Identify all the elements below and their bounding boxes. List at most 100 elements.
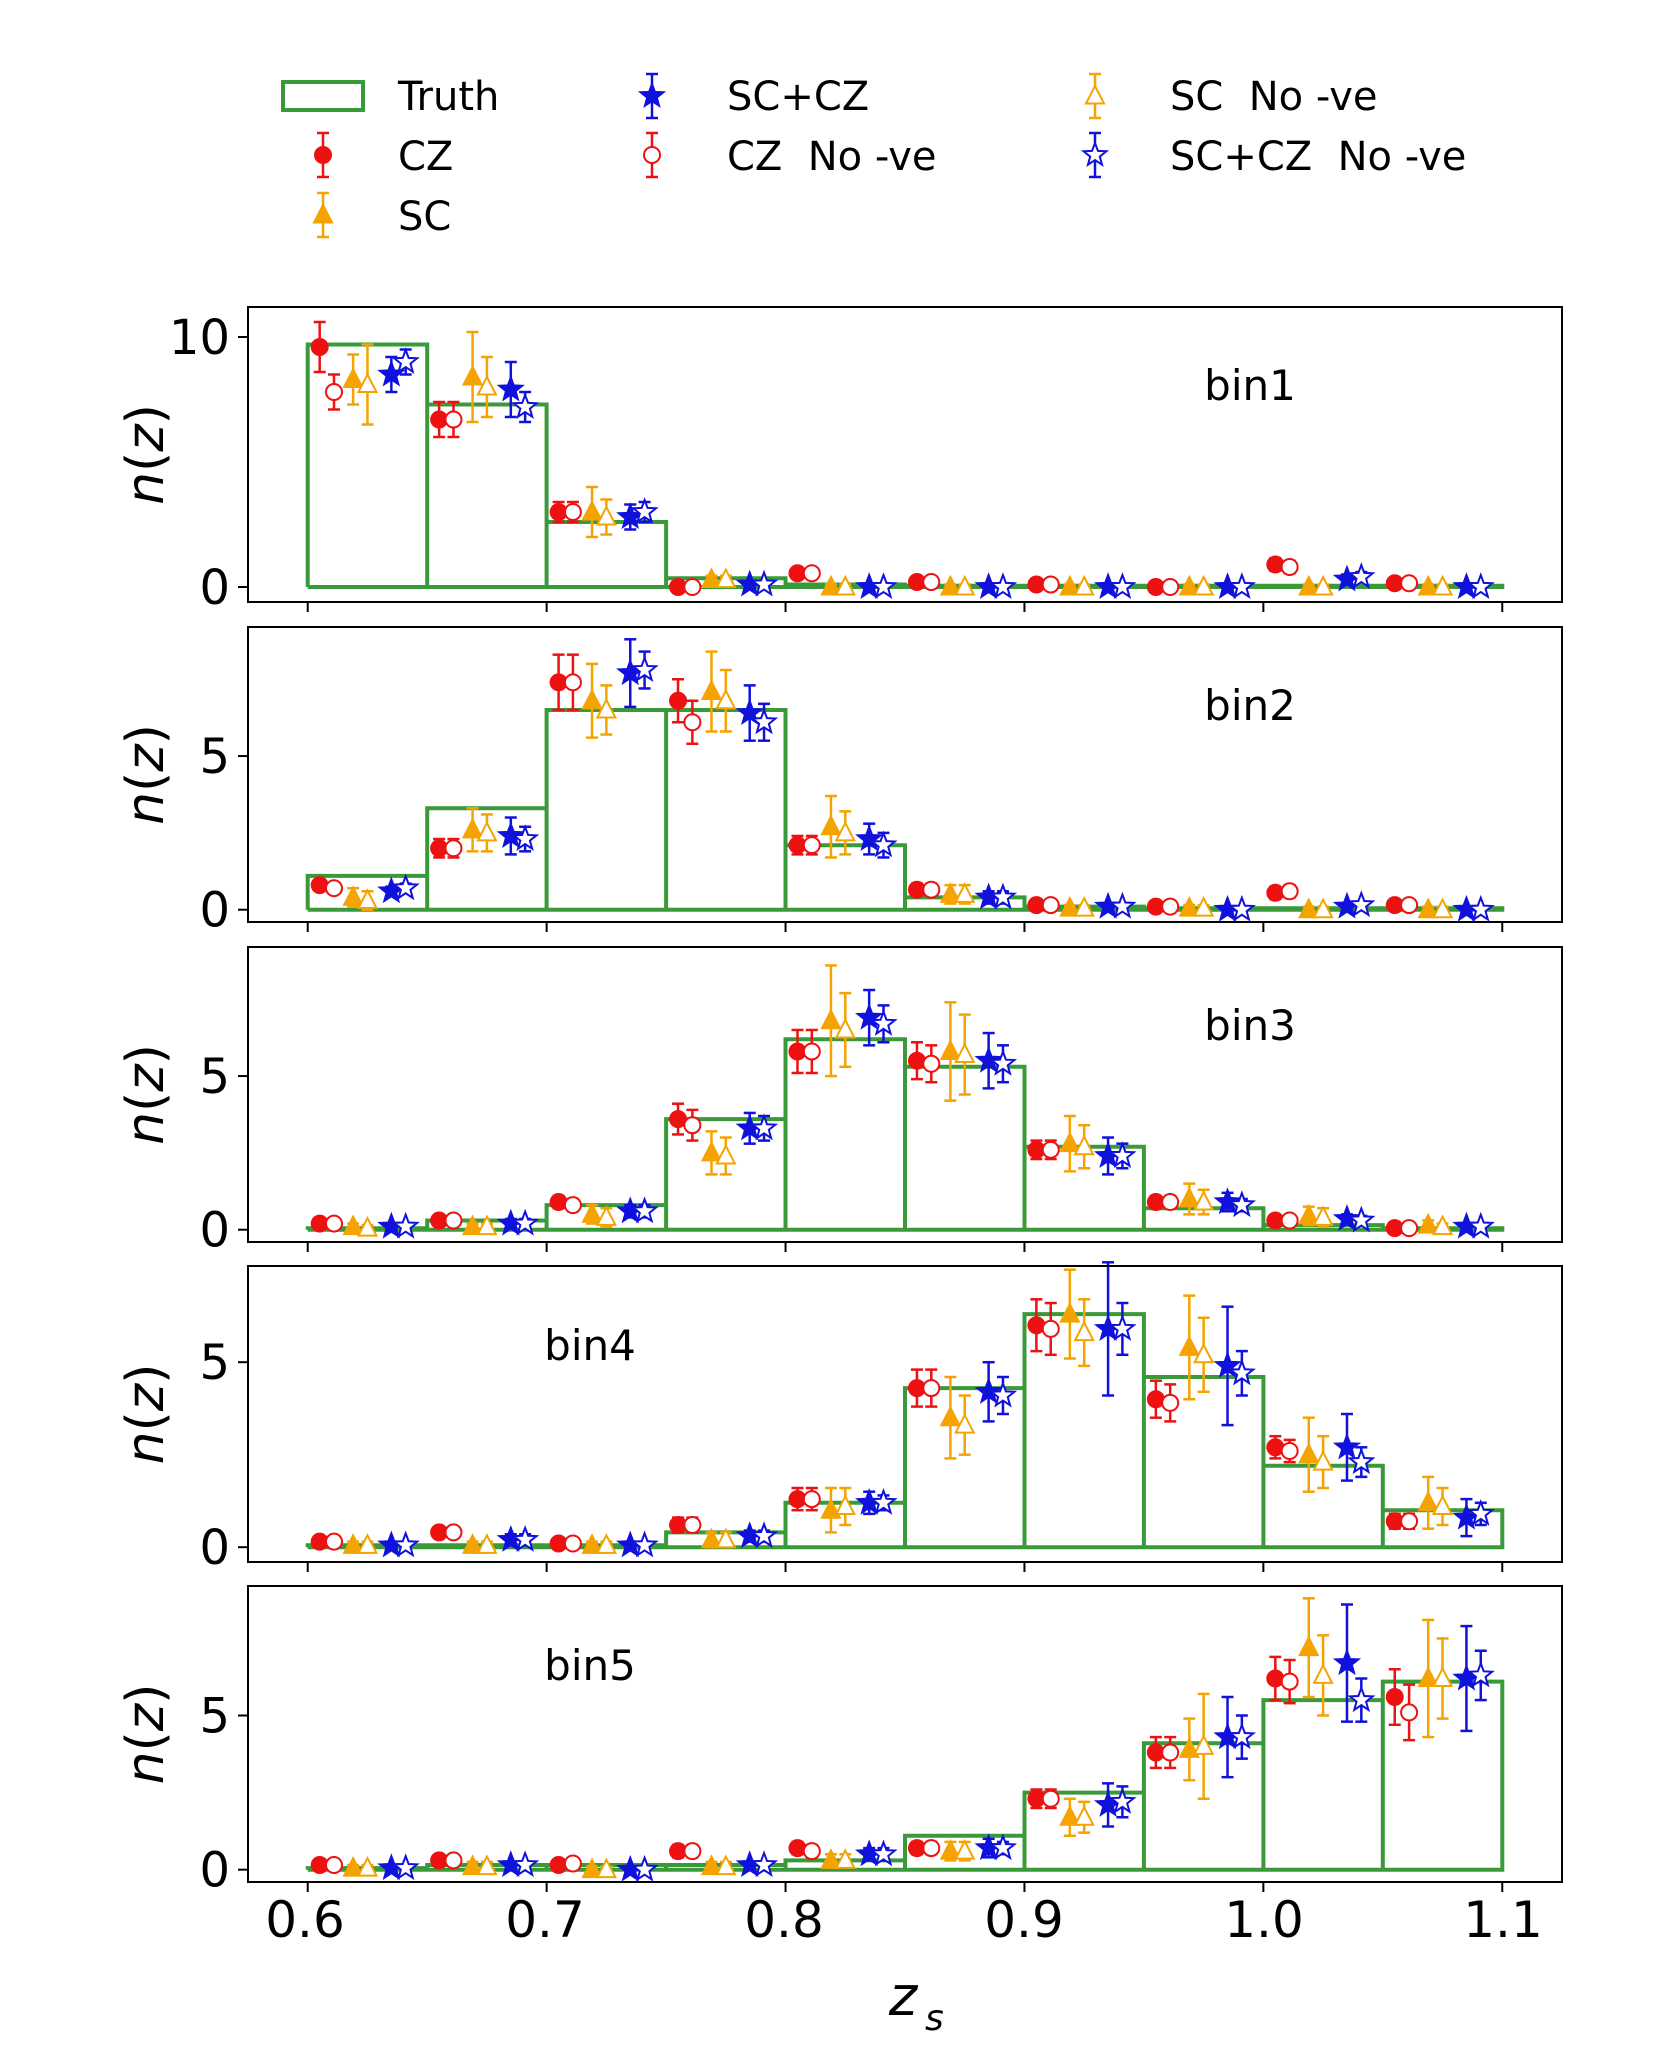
- data-point: [974, 1045, 1003, 1073]
- data-point: [802, 1042, 821, 1061]
- data-point: [1041, 1140, 1060, 1159]
- data-point: [1227, 1722, 1256, 1750]
- panel-bin3: 0 5 n(z) bin3: [116, 946, 1563, 1259]
- legend-swatch-sccz: [637, 72, 667, 120]
- data-point: [1227, 1358, 1256, 1386]
- legend-marker: [643, 146, 661, 164]
- truth-bar: [427, 405, 546, 588]
- data-point: [444, 1523, 463, 1542]
- data-point: [869, 1487, 898, 1515]
- panel-label: bin3: [1204, 1001, 1296, 1050]
- data-point: [939, 1039, 962, 1060]
- data-point: [1227, 1190, 1256, 1218]
- data-point: [1431, 1666, 1454, 1687]
- data-point: [630, 1196, 659, 1224]
- data-point: [1417, 897, 1439, 919]
- legend-label-truth: Truth: [397, 74, 499, 120]
- data-point: [802, 564, 821, 583]
- panel-bin4: 0 5 n(z) bin4: [116, 1261, 1563, 1576]
- y-tick-label: 0: [199, 883, 230, 939]
- series-cz-nove: [325, 1301, 1419, 1553]
- y-axis-label: n(z): [116, 1364, 176, 1465]
- data-point: [1312, 1205, 1334, 1226]
- data-point: [630, 1530, 659, 1558]
- series-sc: [342, 650, 1439, 919]
- data-point: [700, 1140, 723, 1162]
- data-point: [954, 1412, 976, 1434]
- series-cz-nove: [325, 1028, 1419, 1238]
- axes-frame: [247, 306, 1563, 603]
- data-point: [1041, 896, 1060, 915]
- data-point: [820, 1848, 842, 1869]
- data-point: [1466, 1499, 1495, 1526]
- data-point: [563, 1534, 582, 1553]
- data-point: [922, 573, 941, 591]
- series-sc-nove: [356, 991, 1454, 1237]
- legend-swatch-sccz-nove: [1080, 131, 1110, 179]
- data-point: [683, 1116, 702, 1135]
- data-point: [869, 830, 898, 858]
- data-point: [1193, 574, 1215, 596]
- data-point: [1178, 895, 1200, 917]
- data-point: [325, 1532, 344, 1551]
- data-point: [1108, 572, 1137, 600]
- data-point: [974, 1376, 1003, 1404]
- series-sccz-nove: [391, 347, 1495, 600]
- axes-frame: [247, 626, 1563, 923]
- x-axis-label-sub: s: [925, 1998, 944, 2039]
- data-point: [549, 1193, 568, 1212]
- data-point: [834, 1494, 856, 1515]
- data-point: [476, 1533, 498, 1554]
- data-point: [1312, 1449, 1334, 1471]
- data-point: [1466, 1660, 1495, 1688]
- axes-frame: [247, 946, 1563, 1243]
- data-point: [461, 1214, 484, 1236]
- data-point: [1193, 1734, 1215, 1755]
- data-point: [1347, 562, 1376, 590]
- legend-label-sccz-nove: SC+CZ No -ve: [1170, 134, 1466, 180]
- legend-swatch-sc-nove: [1084, 72, 1106, 120]
- data-point: [476, 1854, 498, 1876]
- data-point: [715, 567, 737, 588]
- legend-swatch-sc: [312, 191, 334, 239]
- data-point: [563, 673, 582, 692]
- series-sccz-nove: [391, 1649, 1495, 1882]
- data-point: [700, 567, 723, 588]
- data-point: [1227, 894, 1256, 922]
- x-tick-label: 0.8: [744, 1891, 824, 1949]
- y-tick-label: 5: [199, 729, 230, 785]
- series-cz: [310, 1028, 1404, 1238]
- data-point: [855, 1002, 884, 1030]
- data-point: [1466, 572, 1495, 600]
- data-point: [310, 338, 329, 356]
- data-point: [342, 1533, 364, 1554]
- data-point: [988, 882, 1018, 910]
- panel-bin1: 0 10 n(z) bin1: [116, 306, 1563, 616]
- data-point: [325, 1214, 344, 1233]
- data-point: [683, 1842, 702, 1861]
- series-cz-nove: [325, 653, 1419, 916]
- x-tick-label: 0.6: [265, 1891, 345, 1949]
- y-tick-label: 5: [199, 1335, 230, 1391]
- series-sc-nove: [356, 1634, 1454, 1879]
- y-tick-label: 10: [169, 310, 230, 366]
- data-point: [922, 1379, 941, 1398]
- data-point: [444, 1851, 463, 1870]
- data-point: [563, 503, 582, 521]
- truth-histogram: [305, 708, 1505, 912]
- data-point: [461, 364, 484, 386]
- data-point: [1178, 574, 1200, 596]
- panel-label: bin4: [544, 1321, 636, 1370]
- x-tick-label: 0.7: [505, 1891, 585, 1949]
- data-point: [855, 824, 884, 852]
- data-point: [511, 1524, 540, 1552]
- data-point: [954, 1042, 976, 1064]
- data-point: [1417, 1490, 1439, 1512]
- data-point: [1073, 1805, 1095, 1826]
- data-point: [922, 1054, 941, 1073]
- data-point: [342, 1855, 364, 1877]
- y-tick-label: 0: [199, 1520, 230, 1576]
- data-point: [1332, 1432, 1362, 1460]
- series-sc: [342, 1268, 1439, 1554]
